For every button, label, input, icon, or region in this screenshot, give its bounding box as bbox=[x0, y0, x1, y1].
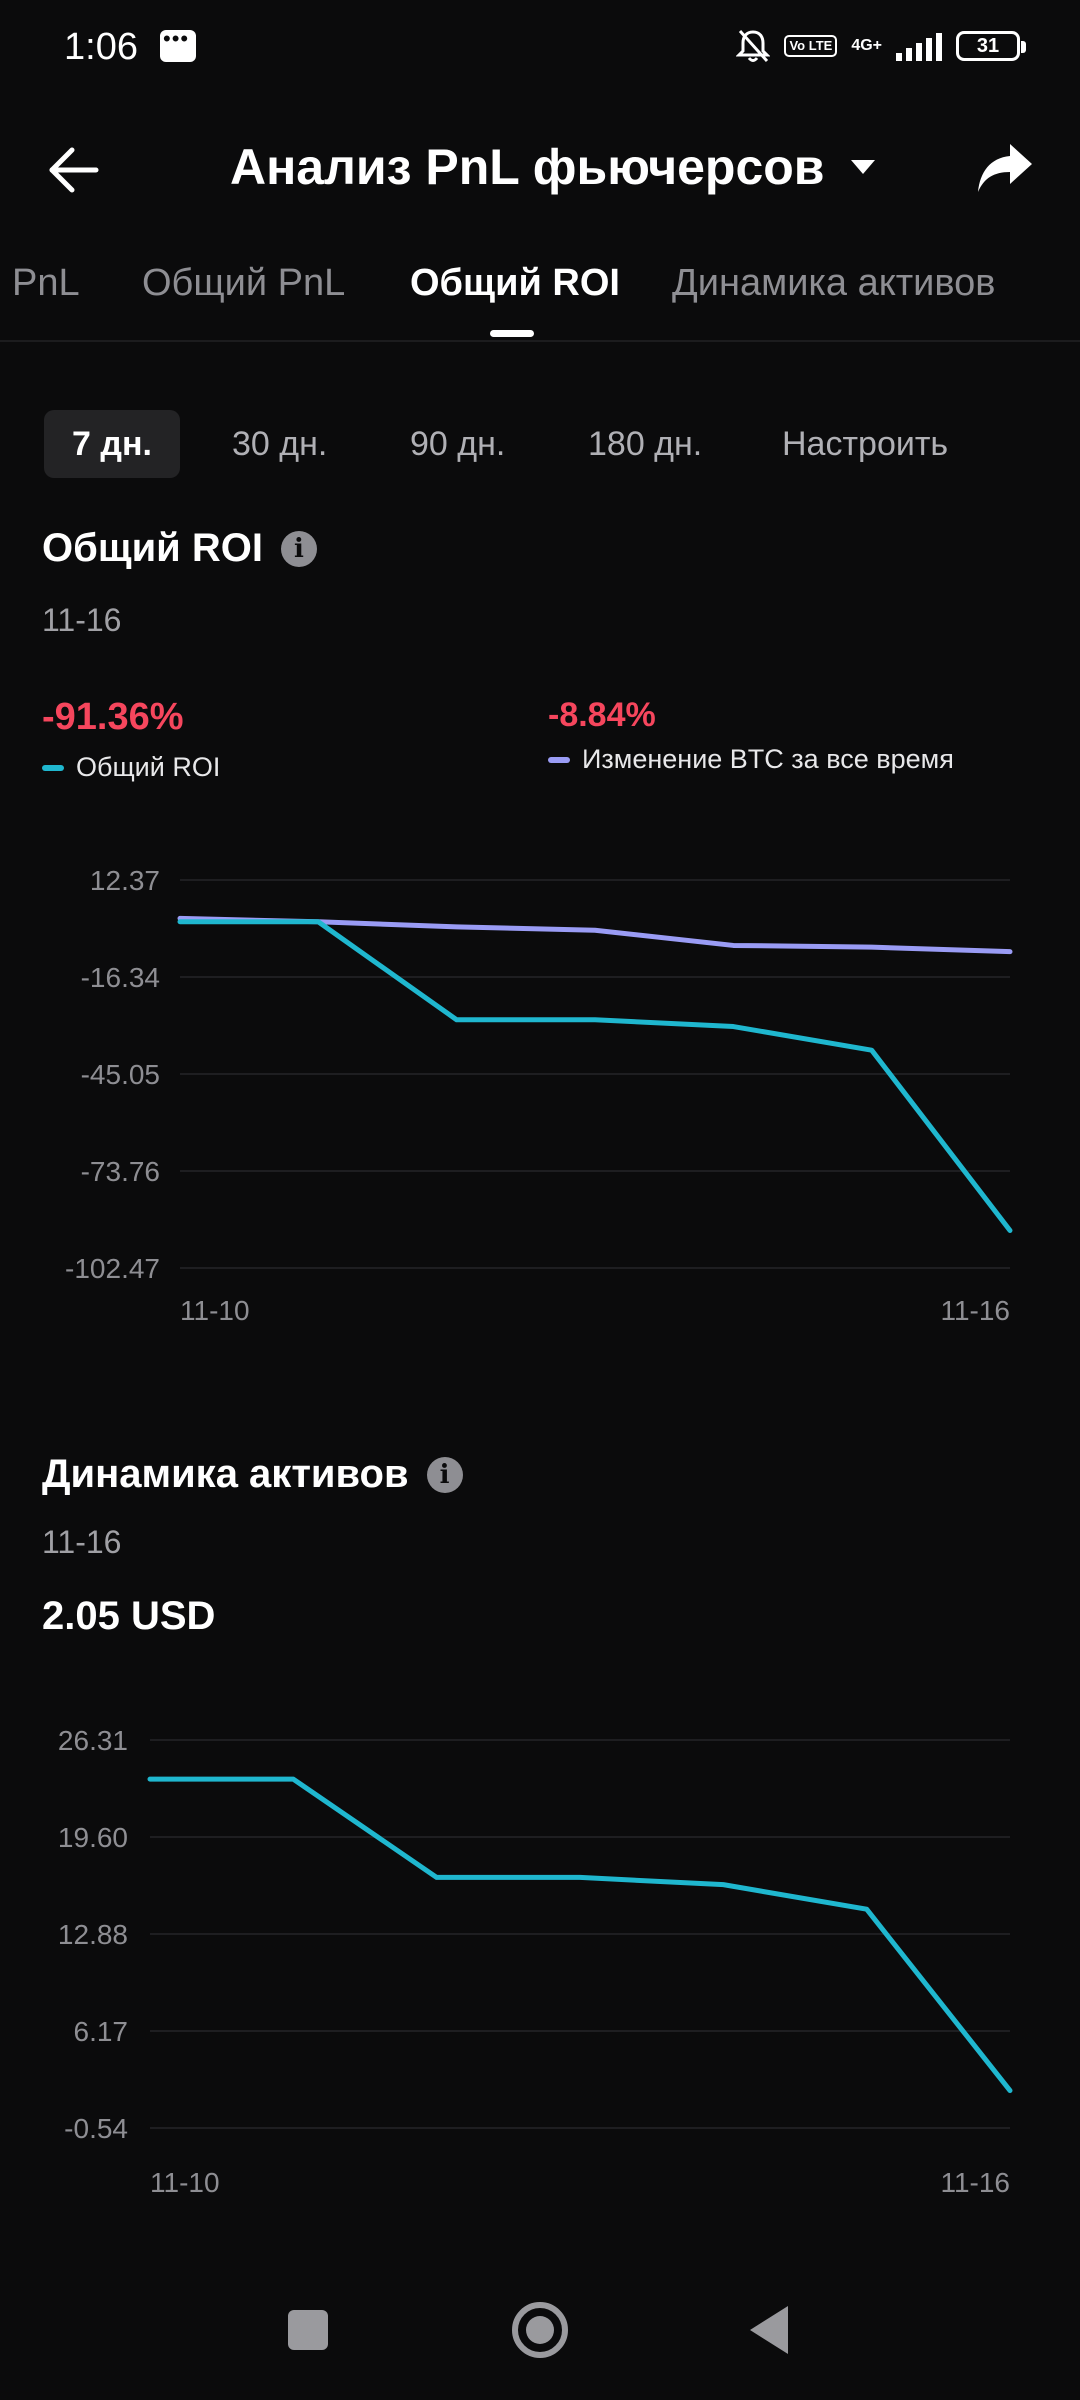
battery-icon: 31 bbox=[956, 31, 1026, 61]
period-custom[interactable]: Настроить bbox=[782, 425, 949, 463]
home-icon[interactable] bbox=[512, 2302, 568, 2358]
y-tick-label: -73.76 bbox=[81, 1156, 160, 1187]
page-title-dropdown[interactable]: Анализ PnL фьючерсов bbox=[230, 138, 875, 196]
tab-bar: PnL Общий PnL Общий ROI Динамика активов bbox=[0, 250, 1080, 342]
tab-asset-dynamics[interactable]: Динамика активов bbox=[672, 262, 996, 304]
assets-title: Динамика активов bbox=[42, 1452, 409, 1496]
caret-down-icon bbox=[850, 160, 875, 174]
roi-legend-swatch bbox=[42, 764, 64, 771]
roi-legend-label: Общий ROI bbox=[76, 752, 221, 782]
system-nav-bar bbox=[0, 2290, 1080, 2370]
back-arrow-icon[interactable] bbox=[44, 140, 104, 200]
y-tick-label: 26.31 bbox=[58, 1725, 128, 1756]
period-30d[interactable]: 30 дн. bbox=[232, 425, 328, 463]
btc-legend: Изменение BTC за все время bbox=[548, 744, 954, 775]
recent-apps-icon[interactable] bbox=[288, 2310, 328, 2350]
share-icon[interactable] bbox=[974, 138, 1036, 198]
message-notification-icon bbox=[160, 26, 196, 62]
tab-pnl[interactable]: PnL bbox=[12, 262, 80, 304]
roi-line-chart[interactable]: 12.37 -16.34 -45.05 -73.76 -102.47 11-10 11-16 bbox=[0, 840, 1080, 1360]
network-type: 4G+ bbox=[851, 37, 882, 54]
system-back-icon[interactable] bbox=[750, 2306, 788, 2354]
roi-legend: Общий ROI bbox=[42, 752, 220, 783]
series-line bbox=[177, 919, 1013, 1233]
btc-legend-label: Изменение BTC за все время bbox=[582, 744, 954, 774]
roi-title: Общий ROI bbox=[42, 526, 263, 570]
y-tick-label: 12.37 bbox=[90, 865, 160, 896]
period-90d[interactable]: 90 дн. bbox=[410, 425, 506, 463]
assets-value: 2.05 USD bbox=[42, 1594, 216, 1638]
y-tick-label: -16.34 bbox=[81, 962, 160, 993]
status-icons: Vo LTE 4G+ 31 bbox=[736, 28, 1026, 64]
y-tick-label: -102.47 bbox=[65, 1253, 160, 1284]
status-time: 1:06 bbox=[64, 26, 138, 68]
assets-section-title: Динамика активов i bbox=[42, 1452, 463, 1497]
series-line bbox=[147, 1776, 1013, 2094]
bell-muted-icon bbox=[736, 29, 771, 63]
roi-date: 11-16 bbox=[42, 602, 122, 638]
period-7d[interactable]: 7 дн. bbox=[44, 410, 180, 478]
y-tick-label: 19.60 bbox=[58, 1822, 128, 1853]
y-tick-label: 6.17 bbox=[74, 2016, 129, 2047]
x-tick-label: 11-10 bbox=[150, 2167, 220, 2198]
btc-legend-swatch bbox=[548, 756, 570, 763]
info-icon[interactable]: i bbox=[280, 530, 317, 567]
volte-icon: Vo LTE bbox=[784, 35, 838, 57]
info-icon[interactable]: i bbox=[426, 1456, 463, 1493]
tab-total-pnl[interactable]: Общий PnL bbox=[142, 262, 346, 304]
page-title: Анализ PnL фьючерсов bbox=[230, 139, 825, 195]
period-180d[interactable]: 180 дн. bbox=[588, 425, 703, 463]
y-tick-label: 12.88 bbox=[58, 1919, 128, 1950]
y-tick-label: -0.54 bbox=[64, 2113, 128, 2144]
y-tick-label: -45.05 bbox=[81, 1059, 160, 1090]
x-tick-label: 11-16 bbox=[940, 1295, 1010, 1326]
tab-total-roi[interactable]: Общий ROI bbox=[410, 262, 620, 304]
x-tick-label: 11-10 bbox=[180, 1295, 250, 1326]
btc-change-value: -8.84% bbox=[548, 696, 656, 734]
status-bar: 1:06 Vo LTE 4G+ 31 bbox=[0, 0, 1080, 100]
roi-value: -91.36% bbox=[42, 696, 184, 738]
signal-icon bbox=[896, 31, 942, 61]
app-header: Анализ PnL фьючерсов bbox=[0, 120, 1080, 220]
assets-line-chart[interactable]: 26.31 19.60 12.88 6.17 -0.54 11-10 11-16 bbox=[0, 1700, 1080, 2220]
x-tick-label: 11-16 bbox=[940, 2167, 1010, 2198]
assets-date: 11-16 bbox=[42, 1524, 122, 1560]
roi-section-title: Общий ROI i bbox=[42, 526, 317, 571]
active-tab-indicator bbox=[490, 330, 534, 337]
